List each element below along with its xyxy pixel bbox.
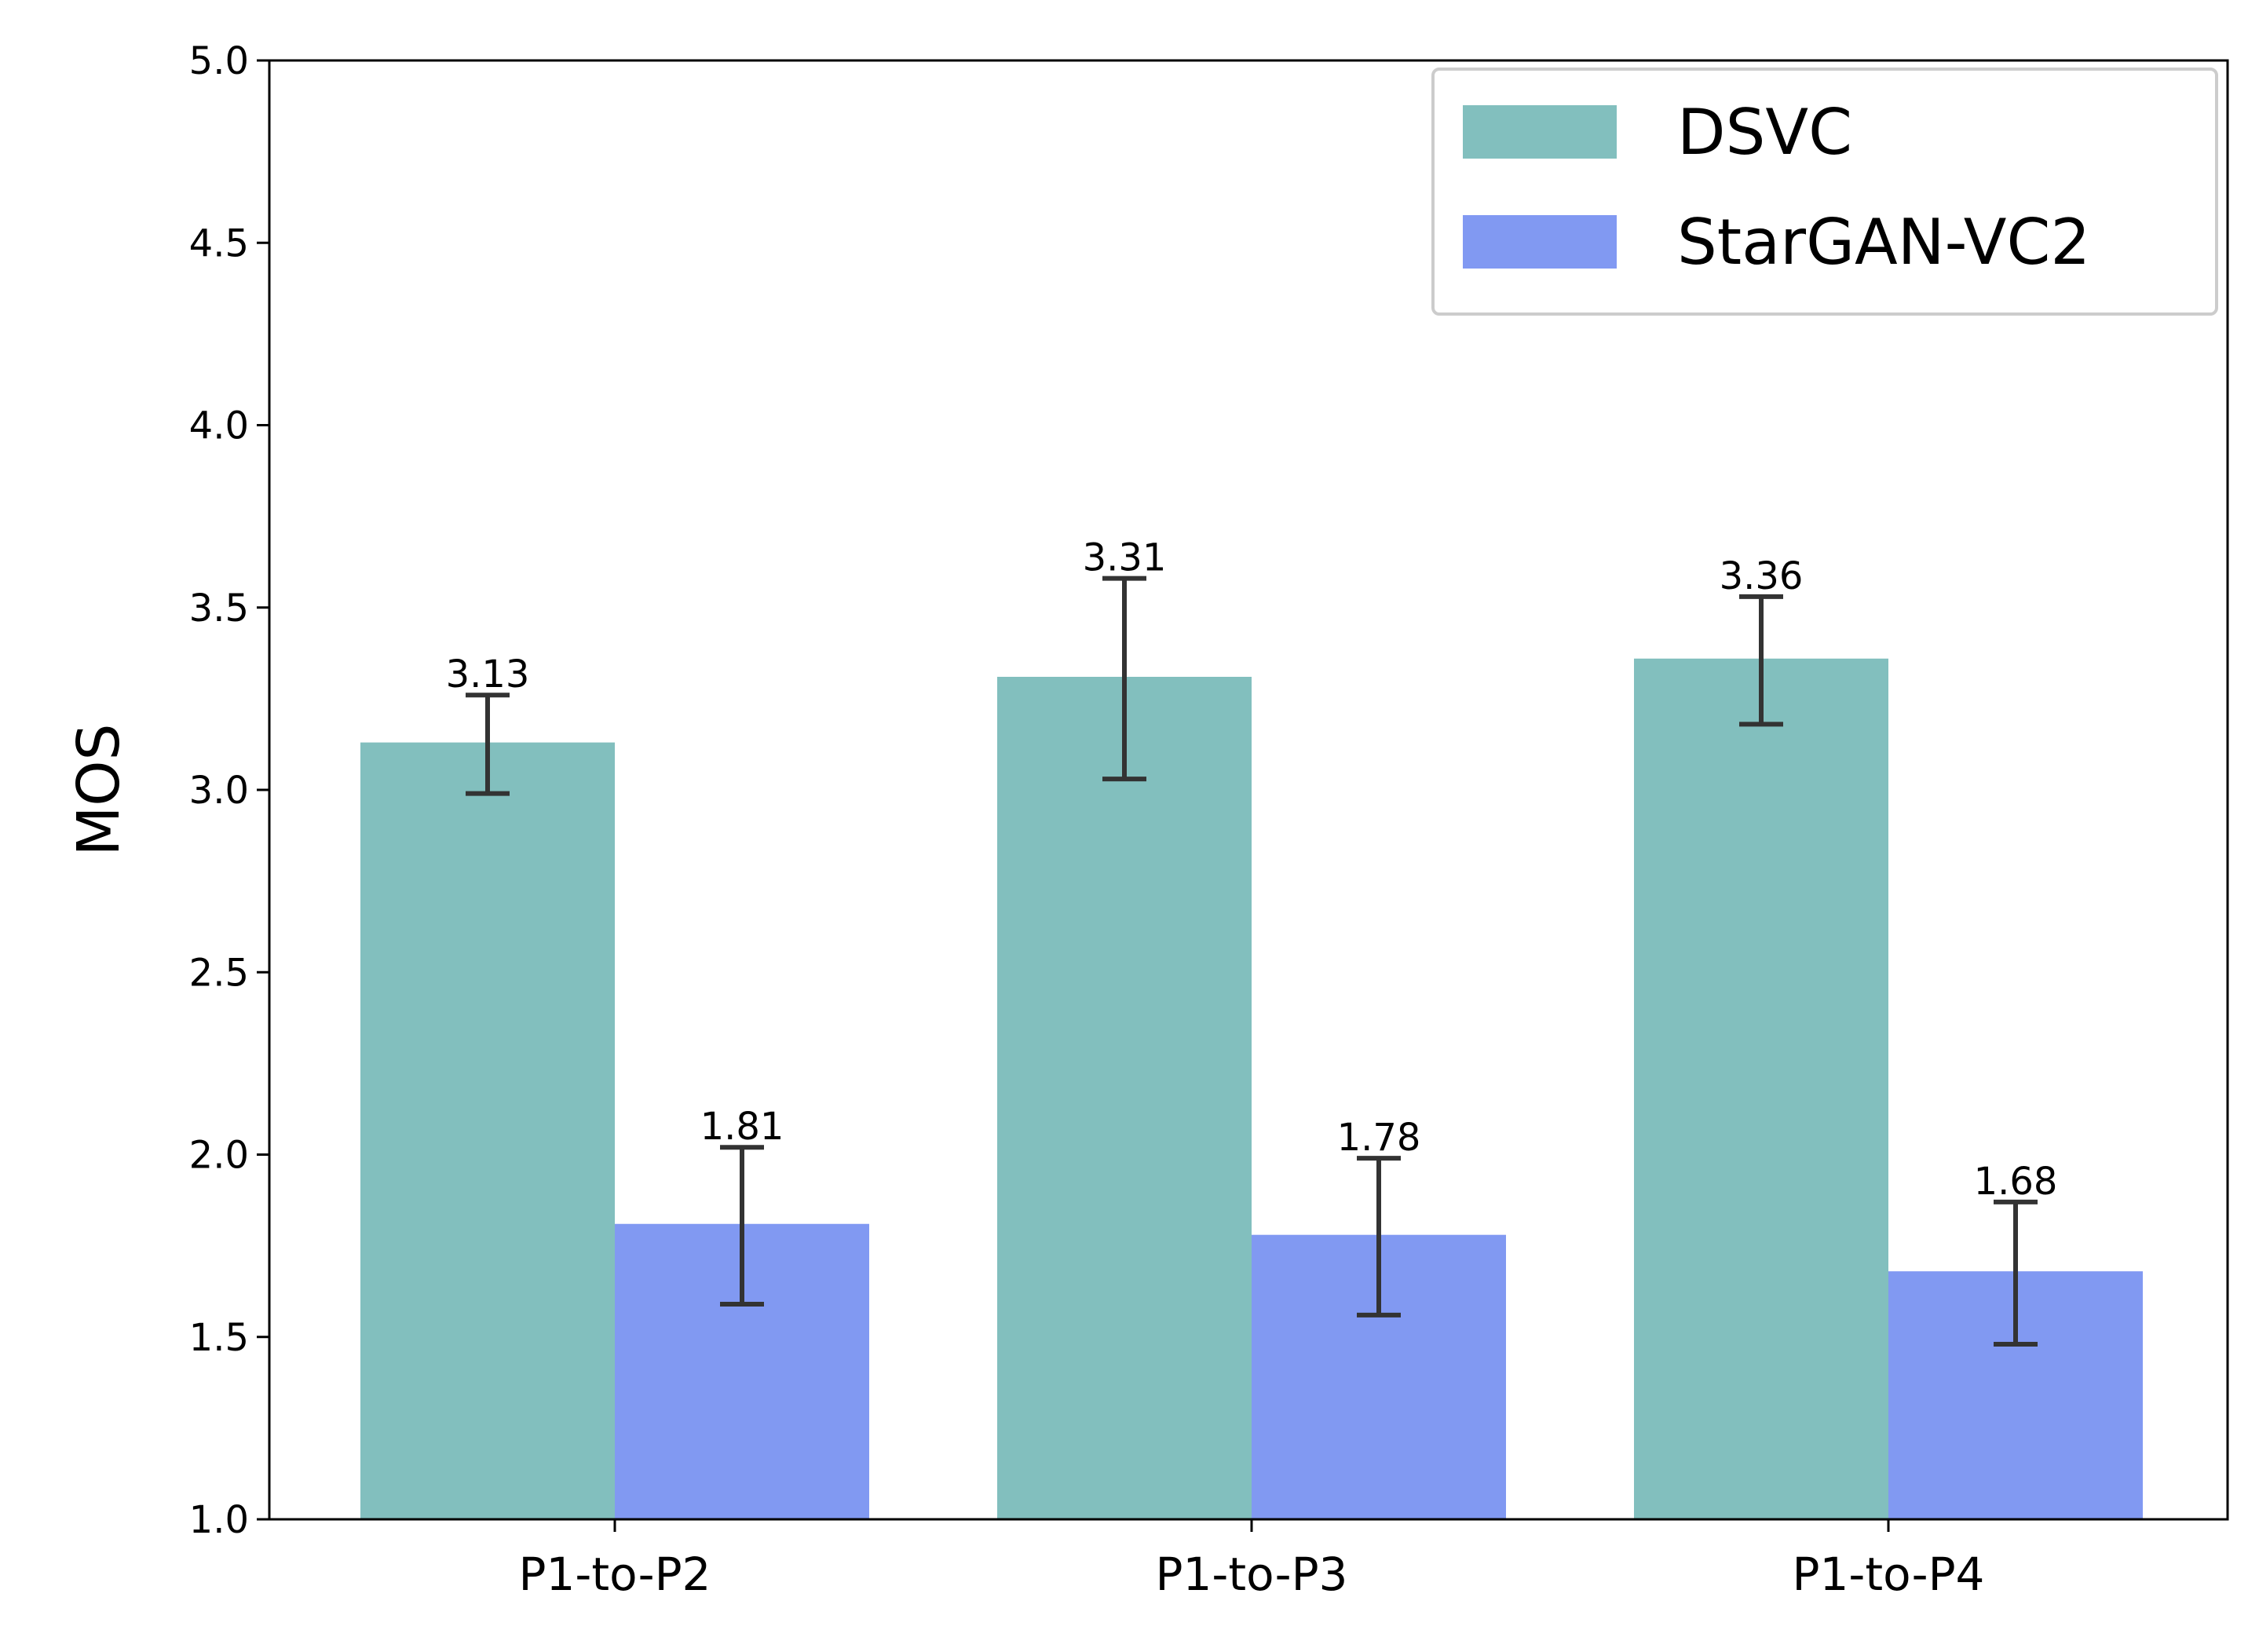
value-label-stargan-vc2-p1-to-p3: 1.78 bbox=[1337, 1116, 1421, 1160]
legend: DSVC StarGAN-VC2 bbox=[1431, 68, 2218, 316]
y-tick-label: 3.5 bbox=[189, 587, 249, 630]
x-tick-label-p1-to-p3: P1-to-P3 bbox=[1156, 1548, 1348, 1601]
legend-label-stargan-vc2: StarGAN-VC2 bbox=[1677, 206, 2090, 279]
y-tick-label: 4.5 bbox=[189, 221, 249, 265]
error-bars-group bbox=[466, 576, 2038, 1347]
bar-dsvc-p1-to-p4 bbox=[1634, 658, 1888, 1519]
x-tick-label-p1-to-p4: P1-to-P4 bbox=[1793, 1548, 1985, 1601]
y-tick-label: 2.5 bbox=[189, 951, 249, 995]
value-label-dsvc-p1-to-p3: 3.31 bbox=[1083, 536, 1167, 580]
value-labels-group: 3.13 1.81 3.31 1.78 3.36 1.68 bbox=[446, 536, 2058, 1204]
value-label-stargan-vc2-p1-to-p4: 1.68 bbox=[1974, 1160, 2058, 1204]
y-axis: 1.0 1.5 2.0 2.5 3.0 3.5 4.0 4.5 5.0 bbox=[189, 39, 269, 1542]
y-tick-label: 4.0 bbox=[189, 404, 249, 448]
legend-swatch-dsvc bbox=[1463, 105, 1617, 159]
legend-box bbox=[1431, 68, 2218, 316]
y-tick-label: 5.0 bbox=[189, 39, 249, 83]
value-label-dsvc-p1-to-p2: 3.13 bbox=[446, 652, 530, 696]
y-tick-label: 1.0 bbox=[189, 1498, 249, 1542]
y-tick-label: 1.5 bbox=[189, 1316, 249, 1360]
bar-dsvc-p1-to-p2 bbox=[360, 742, 615, 1519]
value-label-stargan-vc2-p1-to-p2: 1.81 bbox=[700, 1105, 784, 1149]
legend-label-dsvc: DSVC bbox=[1677, 96, 1852, 169]
bars-group bbox=[360, 658, 2143, 1519]
value-label-dsvc-p1-to-p4: 3.36 bbox=[1720, 554, 1804, 598]
x-tick-label-p1-to-p2: P1-to-P2 bbox=[519, 1548, 711, 1601]
legend-swatch-stargan-vc2 bbox=[1463, 215, 1617, 269]
y-tick-label: 2.0 bbox=[189, 1134, 249, 1178]
bar-dsvc-p1-to-p3 bbox=[997, 677, 1252, 1519]
x-axis: P1-to-P2 P1-to-P3 P1-to-P4 bbox=[519, 1519, 1985, 1601]
y-tick-label: 3.0 bbox=[189, 769, 249, 813]
y-axis-label: MOS bbox=[65, 723, 133, 856]
